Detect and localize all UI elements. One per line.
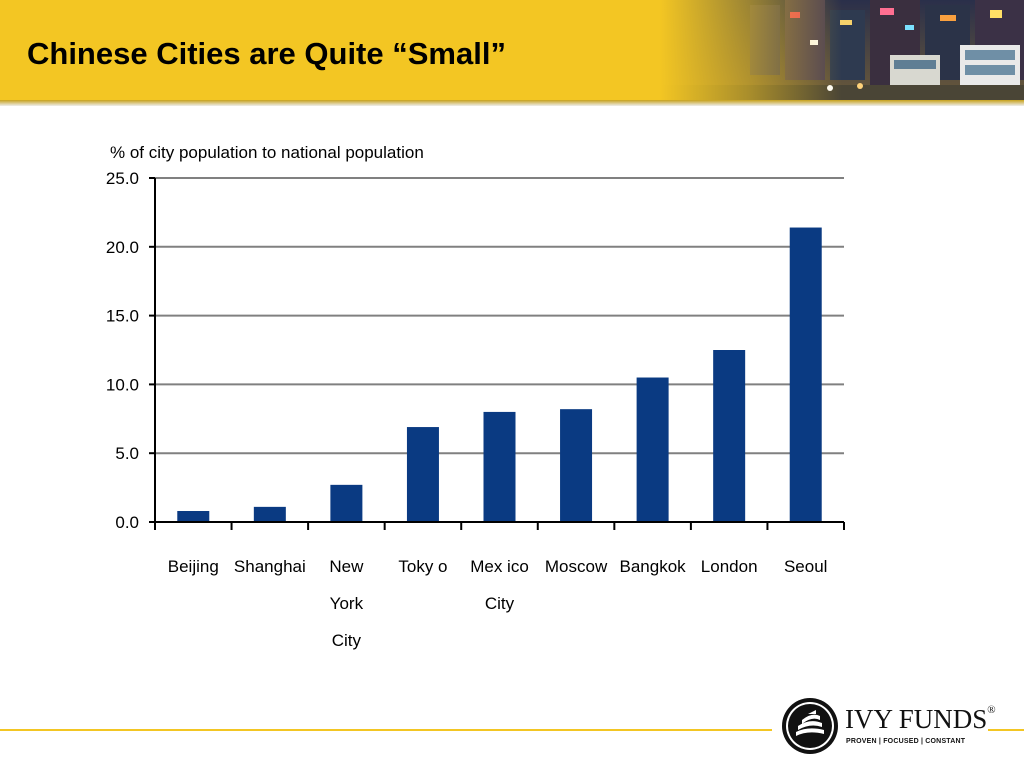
header-band: Chinese Cities are Quite “Small” (0, 0, 1024, 100)
logo-emblem-icon (782, 698, 838, 754)
footer-rule-left (0, 729, 772, 731)
bar (406, 427, 439, 522)
bar-chart: % of city population to national populat… (106, 143, 845, 650)
y-tick-labels: 0.0 5.0 10.0 15.0 20.0 25.0 (106, 169, 139, 532)
x-category-label: Shanghai (234, 557, 306, 576)
bar (253, 506, 286, 522)
y-axis-label: % of city population to national populat… (110, 143, 424, 162)
x-category-label: Seoul (784, 557, 827, 576)
y-tick-label: 20.0 (106, 238, 139, 257)
x-category-label: London (701, 557, 758, 576)
city-street-photo (660, 0, 1024, 100)
x-category-label: City (332, 631, 362, 650)
x-category-label: Mex ico (470, 557, 529, 576)
y-tick-label: 15.0 (106, 307, 139, 326)
x-category-label: York (330, 594, 364, 613)
y-tick-label: 5.0 (115, 444, 139, 463)
x-category-label: Bangkok (620, 557, 687, 576)
axes (149, 177, 845, 530)
logo-name: IVY FUNDS® (845, 704, 996, 734)
x-category-label: Toky o (398, 557, 447, 576)
x-category-label: New (329, 557, 364, 576)
y-tick-label: 0.0 (115, 513, 139, 532)
y-tick-label: 10.0 (106, 375, 139, 394)
bar (713, 350, 746, 522)
bar (789, 227, 822, 522)
logo-tagline: PROVEN | FOCUSED | CONSTANT (846, 738, 966, 745)
x-category-labels: Beijing Shanghai New York City Toky o Mex ico C… (168, 557, 828, 650)
footer-rule-right (988, 729, 1024, 731)
bar (636, 377, 669, 522)
bar (177, 510, 210, 522)
page-title: Chinese Cities are Quite “Small” (27, 36, 506, 71)
x-category-label: Moscow (545, 557, 608, 576)
x-category-label: Beijing (168, 557, 219, 576)
bars (177, 227, 822, 522)
x-category-label: City (485, 594, 515, 613)
bar (560, 409, 593, 522)
header-shadow (0, 100, 1024, 106)
y-tick-label: 25.0 (106, 169, 139, 188)
bar (483, 411, 516, 522)
ivy-funds-logo: IVY FUNDS® PROVEN | FOCUSED | CONSTANT (780, 696, 996, 758)
bar (330, 484, 363, 522)
